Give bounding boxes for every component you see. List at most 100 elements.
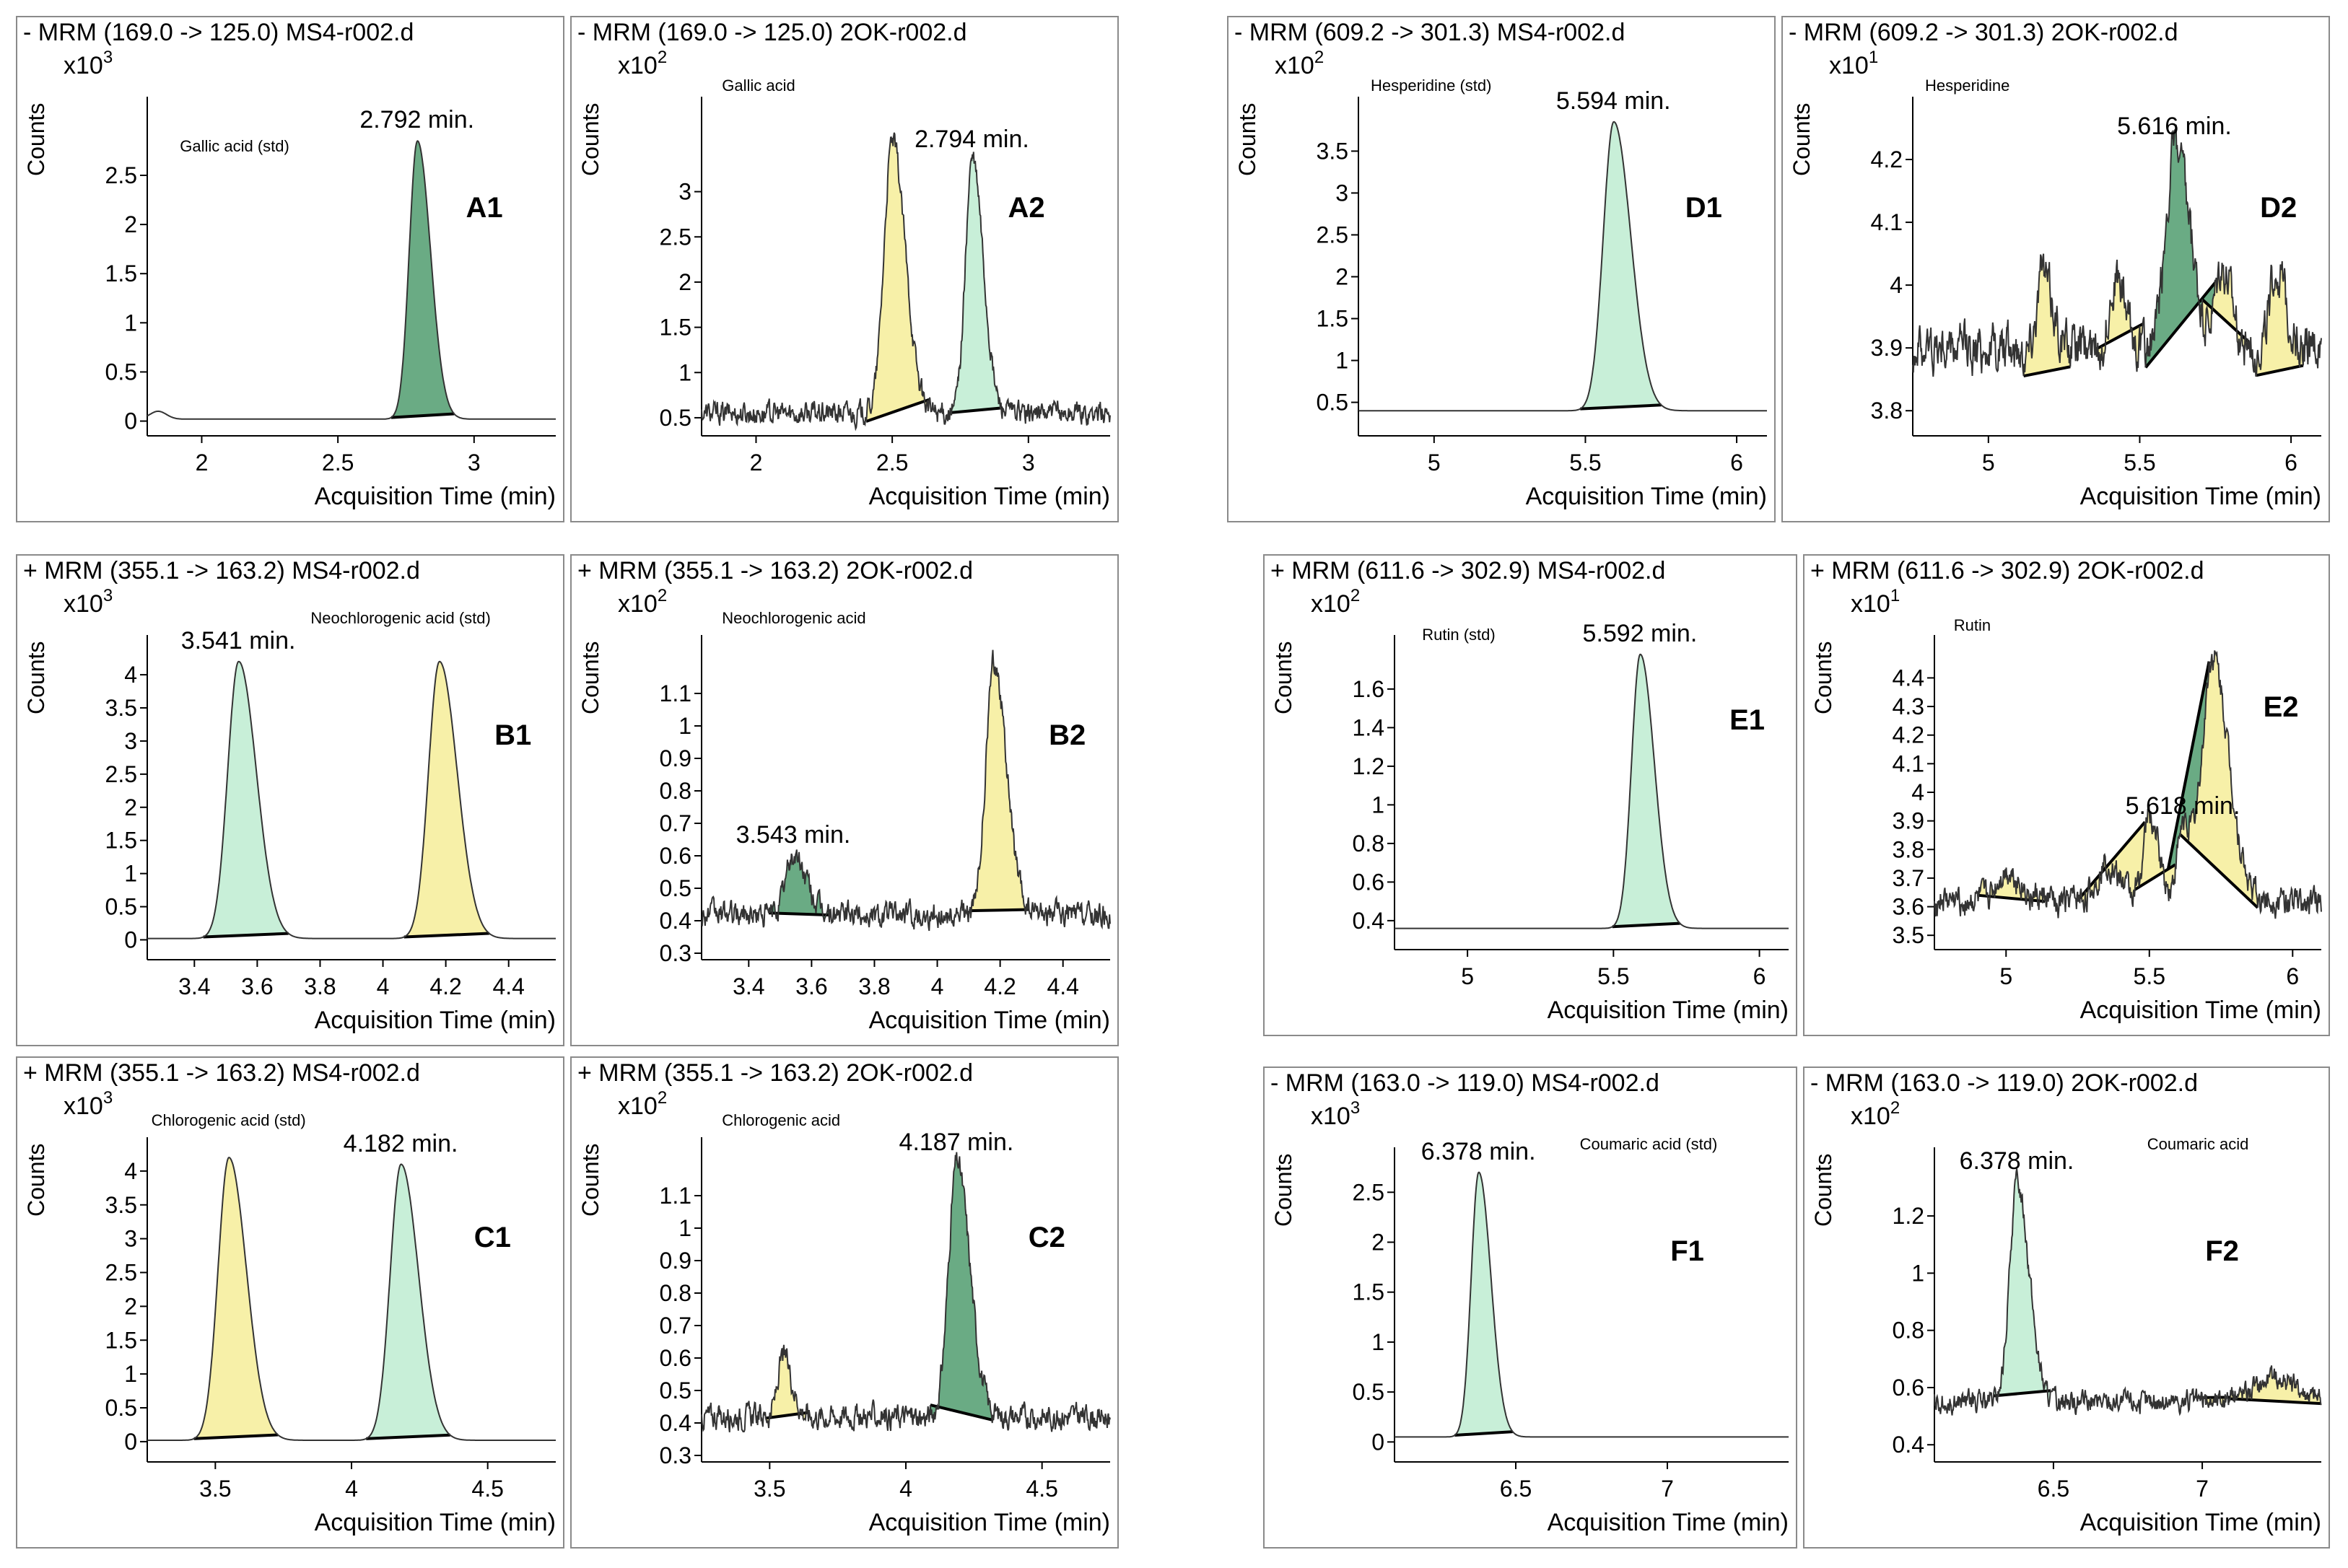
integration-baseline	[2095, 323, 2144, 351]
y-axis-label: Counts	[1810, 641, 1836, 714]
y-tick-label: 0.5	[1317, 390, 1348, 416]
y-tick-label: 2	[1371, 1229, 1384, 1255]
y-axis-multiplier: x102	[1851, 1098, 1900, 1131]
multiplier-exponent: 3	[102, 1088, 113, 1108]
multiplier-base: x10	[1311, 1103, 1350, 1130]
x-tick-label: 3.5	[754, 1476, 785, 1502]
chart-title: + MRM (611.6 -> 302.9) MS4-r002.d	[1270, 557, 1666, 584]
x-tick-label: 4.4	[1047, 973, 1078, 999]
integration-baseline	[865, 398, 930, 423]
multiplier-exponent: 2	[657, 48, 668, 67]
x-tick-label: 3	[1022, 450, 1035, 476]
y-tick-label: 0.5	[660, 875, 691, 901]
x-tick-label: 5.5	[1597, 963, 1629, 989]
y-tick-label: 1.5	[105, 1327, 137, 1353]
y-tick-label: 4.4	[1893, 665, 1924, 691]
y-tick-label: 3.5	[1317, 138, 1348, 164]
y-tick-label: 0.4	[660, 908, 691, 934]
chart-panel-D1: 0.5 1 1.5 2 2.5 3 3.5 5 5.5 6 - MRM (609.2 -> 301.…	[1227, 16, 1776, 522]
y-axis-multiplier: x103	[64, 1088, 113, 1121]
x-tick-label: 3.5	[199, 1476, 231, 1502]
x-axis-label: Acquisition Time (min)	[2079, 483, 2321, 510]
y-tick-label: 1.5	[105, 828, 137, 854]
plot-svg: 0 0.5 1 1.5 2 2.5 2 2.5 3	[105, 97, 556, 476]
chromatogram-trace	[147, 660, 556, 940]
integration-baseline	[2144, 281, 2217, 369]
chart-panel-A2: 0.5 1 1.5 2 2.5 3 2 2.5 3 - MRM (169.0 -> 125.0) …	[570, 16, 1119, 522]
y-tick-label: 2	[124, 794, 137, 820]
y-tick-label: 4.1	[1893, 750, 1924, 776]
plot-svg: 0.5 1 1.5 2 2.5 3 3.5 5 5.5 6	[1317, 97, 1767, 476]
x-tick-label: 4.2	[429, 973, 461, 999]
compound-name: Gallic acid (std)	[180, 137, 289, 156]
x-tick-label: 5.5	[2134, 963, 2165, 989]
retention-time-label: 6.378 min.	[1420, 1137, 1536, 1165]
chromatogram-trace	[147, 140, 556, 420]
peak-area-1	[866, 132, 930, 421]
chart-title: - MRM (609.2 -> 301.3) MS4-r002.d	[1234, 19, 1625, 46]
y-tick-label: 4.2	[1871, 146, 1903, 172]
panel-id-label: A2	[1008, 191, 1045, 224]
multiplier-base: x10	[1851, 1103, 1890, 1130]
y-tick-label: 1.5	[660, 315, 691, 341]
chart-panel-D2: 3.8 3.9 4 4.1 4.2 5 5.5 6 - MRM (609.2 -> 301.3)…	[1781, 16, 2330, 522]
chart-panel-F1: 0 0.5 1 1.5 2 2.5 6.5 7 - MRM (163.0 -> 119.0) M…	[1263, 1066, 1797, 1549]
compound-name: Chlorogenic acid	[722, 1111, 841, 1129]
y-tick-label: 0	[124, 927, 137, 952]
retention-time-label: 5.594 min.	[1555, 87, 1671, 115]
panel-id-label: E1	[1729, 704, 1766, 736]
y-tick-label: 0.6	[1893, 1375, 1924, 1401]
peak-area-2	[930, 1152, 994, 1424]
compound-name: Gallic acid	[722, 76, 795, 95]
y-tick-label: 0.4	[1893, 1432, 1924, 1458]
y-tick-label: 3	[124, 1226, 137, 1252]
x-tick-label: 5.5	[1569, 450, 1601, 476]
retention-time-label: 4.187 min.	[899, 1129, 1014, 1156]
x-tick-label: 3.8	[304, 973, 336, 999]
peak-area-2	[403, 661, 489, 937]
y-axis-label: Counts	[23, 641, 49, 714]
y-tick-label: 1.1	[660, 680, 691, 706]
retention-time-label: 4.182 min.	[343, 1129, 458, 1157]
x-axis-label: Acquisition Time (min)	[868, 1007, 1110, 1034]
chromatogram-trace	[1395, 653, 1789, 929]
y-tick-label: 1	[1911, 1260, 1924, 1286]
plot-svg: 0 0.5 1 1.5 2 2.5 3 3.5 4 3.4 3.6 3.8 4 4.2 4.4	[105, 635, 556, 999]
integration-baseline	[366, 1433, 450, 1440]
y-tick-label: 1.1	[660, 1183, 691, 1209]
y-tick-label: 2.5	[660, 224, 691, 250]
x-tick-label: 6	[1753, 963, 1766, 989]
y-tick-label: 4	[124, 1158, 137, 1184]
integration-baseline	[203, 932, 289, 939]
x-tick-label: 4	[345, 1476, 358, 1502]
panel-id-label: F2	[2205, 1235, 2239, 1268]
y-tick-label: 3.7	[1893, 865, 1924, 891]
multiplier-base: x10	[64, 590, 103, 618]
compound-name: Neochlorogenic acid (std)	[310, 609, 491, 627]
x-axis-label: Acquisition Time (min)	[1547, 1509, 1789, 1536]
x-tick-label: 3.8	[858, 973, 890, 999]
multiplier-exponent: 3	[102, 586, 113, 605]
multiplier-exponent: 3	[1350, 1098, 1361, 1118]
retention-time-label: 3.543 min.	[736, 821, 851, 849]
retention-time-label: 2.792 min.	[359, 106, 475, 134]
integration-baseline	[2179, 833, 2259, 909]
panel-id-label: B2	[1049, 719, 1086, 751]
y-tick-label: 3.5	[105, 695, 137, 721]
chart-title: - MRM (169.0 -> 125.0) MS4-r002.d	[23, 19, 414, 46]
x-tick-label: 3.4	[178, 973, 210, 999]
chart-panel-C2: 0.3 0.4 0.5 0.6 0.7 0.8 0.9 1 1.1 3.5 4 4.5 + MRM (3…	[570, 1056, 1119, 1549]
multiplier-base: x10	[618, 52, 658, 79]
y-tick-label: 2.5	[105, 1260, 137, 1286]
peak-area-1	[391, 141, 455, 418]
y-tick-label: 0.8	[660, 778, 691, 804]
x-tick-label: 4.4	[492, 973, 524, 999]
panel-id-label: E2	[2263, 691, 2299, 724]
chart-title: - MRM (163.0 -> 119.0) 2OK-r002.d	[1810, 1069, 2198, 1097]
y-axis-label: Counts	[577, 102, 603, 176]
y-axis-label: Counts	[577, 1143, 603, 1217]
y-tick-label: 0.7	[660, 810, 691, 836]
panel-id-label: C1	[473, 1222, 511, 1253]
panel-id-label: F1	[1670, 1235, 1704, 1268]
integration-baseline	[951, 406, 1003, 414]
